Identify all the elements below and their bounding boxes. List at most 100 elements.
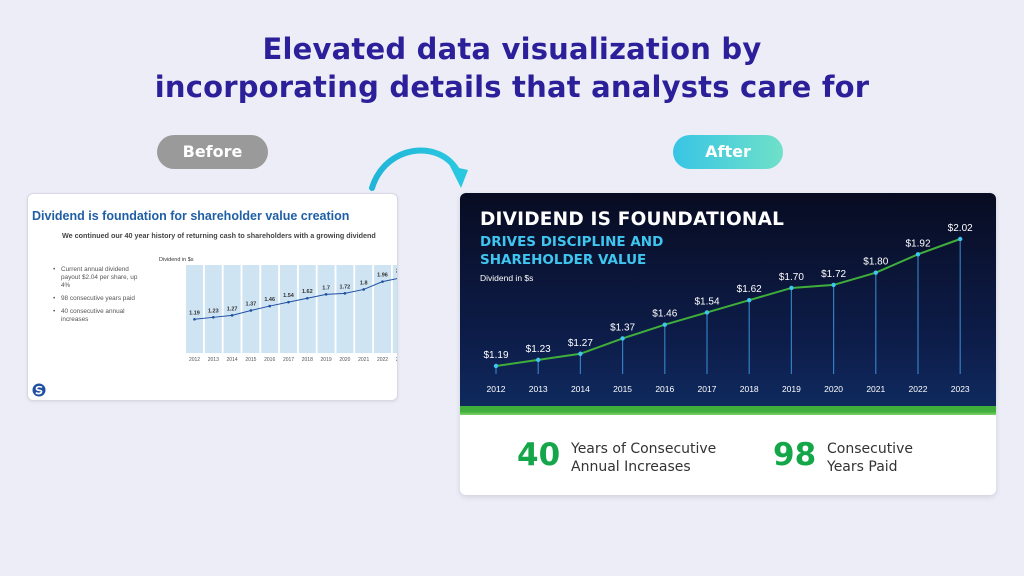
- x-tick-label: 2012: [487, 384, 506, 394]
- chart-column: [392, 265, 397, 353]
- data-point: [212, 316, 215, 319]
- chart-column: [223, 265, 241, 353]
- stat-label-line: Years Paid: [827, 459, 898, 475]
- data-label: $1.46: [652, 309, 677, 320]
- x-tick-label: 2022: [377, 357, 388, 363]
- before-bullet-list: Current annual dividend payout $2.04 per…: [53, 266, 148, 329]
- data-label: 1.54: [283, 293, 295, 299]
- x-tick-label: 2021: [358, 357, 369, 363]
- data-point: [704, 310, 710, 315]
- after-chart-label: Dividend in $s: [480, 273, 533, 283]
- headline: Elevated data visualization by incorpora…: [0, 30, 1024, 106]
- after-chart-panel: Dividend in $s $1.19 2012 $1.23 2013 $1.27 20…: [460, 193, 996, 406]
- data-label: $1.23: [526, 344, 551, 355]
- data-point: [662, 322, 667, 327]
- x-tick-label: 2015: [245, 357, 256, 363]
- stat-number-increases: 40: [517, 437, 561, 473]
- headline-line-1: Elevated data visualization by: [262, 32, 762, 66]
- stat-label-increases: Years of Consecutive Annual Increases: [571, 440, 716, 476]
- stat-label-years-paid: Consecutive Years Paid: [827, 440, 913, 476]
- data-label: $1.92: [905, 238, 930, 249]
- before-badge: Before: [157, 135, 268, 169]
- series-line: [194, 278, 397, 320]
- x-tick-label: 2019: [321, 357, 332, 363]
- chart-column: [242, 265, 260, 353]
- x-tick-label: 2022: [909, 384, 928, 394]
- data-point: [873, 270, 878, 275]
- data-label: $1.54: [694, 296, 719, 307]
- data-label: 1.23: [208, 308, 219, 314]
- data-label: $1.62: [737, 284, 762, 295]
- data-point: [747, 298, 752, 303]
- data-point: [306, 296, 309, 300]
- data-point: [958, 236, 963, 242]
- data-point: [324, 293, 328, 296]
- data-point: [362, 288, 366, 291]
- x-tick-label: 2017: [698, 384, 717, 394]
- data-label: 1.8: [360, 280, 368, 286]
- data-label: 1.37: [246, 301, 257, 307]
- x-tick-label: 2014: [571, 384, 590, 394]
- data-label: $1.19: [483, 350, 508, 361]
- after-chart: Dividend in $s $1.19 2012 $1.23 2013 $1.27 20…: [480, 223, 973, 394]
- data-point: [249, 309, 253, 312]
- before-chart-label: Dividend in $s: [159, 257, 194, 263]
- data-label: $1.27: [568, 338, 593, 349]
- curved-arrow-icon: [369, 147, 468, 191]
- data-point: [831, 282, 836, 288]
- x-tick-label: 2020: [824, 384, 843, 394]
- data-point: [381, 280, 384, 283]
- data-point: [230, 314, 234, 317]
- data-point: [343, 292, 347, 295]
- data-label: $1.72: [821, 269, 846, 280]
- x-tick-label: 2018: [740, 384, 759, 394]
- chart-column: [355, 265, 373, 353]
- data-point: [578, 351, 583, 356]
- chart-column: [204, 265, 222, 353]
- x-tick-label: 2014: [227, 357, 238, 363]
- data-label: 1.96: [377, 273, 388, 279]
- data-label: $1.80: [863, 257, 888, 268]
- chart-column: [261, 265, 279, 353]
- data-point: [193, 317, 196, 321]
- x-tick-label: 2023: [951, 384, 970, 394]
- before-title: Dividend is foundation for shareholder v…: [32, 209, 350, 223]
- data-label: 1.19: [189, 310, 200, 316]
- x-tick-label: 2013: [529, 384, 548, 394]
- data-label: $1.37: [610, 322, 635, 333]
- x-tick-label: 2015: [613, 384, 632, 394]
- stat-label-line: Consecutive: [827, 441, 913, 457]
- chart-column: [336, 265, 354, 353]
- chart-column: [186, 265, 203, 353]
- data-point: [789, 285, 794, 291]
- chart-column: [374, 265, 391, 353]
- bullet-item: 40 consecutive annual increases: [53, 308, 148, 324]
- headline-line-2: incorporating details that analysts care…: [154, 70, 870, 104]
- x-tick-label: 2023: [396, 357, 398, 363]
- green-divider: [460, 406, 996, 415]
- after-badge: After: [673, 135, 783, 169]
- data-point: [493, 363, 499, 369]
- data-point: [287, 300, 290, 304]
- company-logo-icon: [32, 383, 46, 397]
- x-tick-label: 2016: [655, 384, 674, 394]
- bullet-item: 98 consecutive years paid: [53, 295, 148, 303]
- before-slide: Dividend is foundation for shareholder v…: [27, 193, 398, 401]
- x-tick-label: 2012: [189, 357, 200, 363]
- x-tick-label: 2018: [302, 357, 313, 363]
- x-tick-label: 2019: [782, 384, 801, 394]
- data-point: [915, 252, 921, 257]
- x-tick-label: 2017: [283, 357, 294, 363]
- x-tick-label: 2021: [866, 384, 885, 394]
- x-tick-label: 2013: [208, 357, 219, 363]
- data-point: [536, 357, 541, 363]
- data-label: $2.02: [948, 223, 973, 234]
- data-label: 1.7: [322, 285, 330, 291]
- chart-column: [317, 265, 335, 353]
- data-label: 1.27: [227, 306, 238, 312]
- stat-label-line: Annual Increases: [571, 459, 691, 475]
- x-tick-label: 2016: [264, 357, 275, 363]
- data-label: 1.46: [264, 297, 275, 303]
- after-title: DIVIDEND IS FOUNDATIONAL: [480, 209, 785, 230]
- chart-column: [298, 265, 316, 353]
